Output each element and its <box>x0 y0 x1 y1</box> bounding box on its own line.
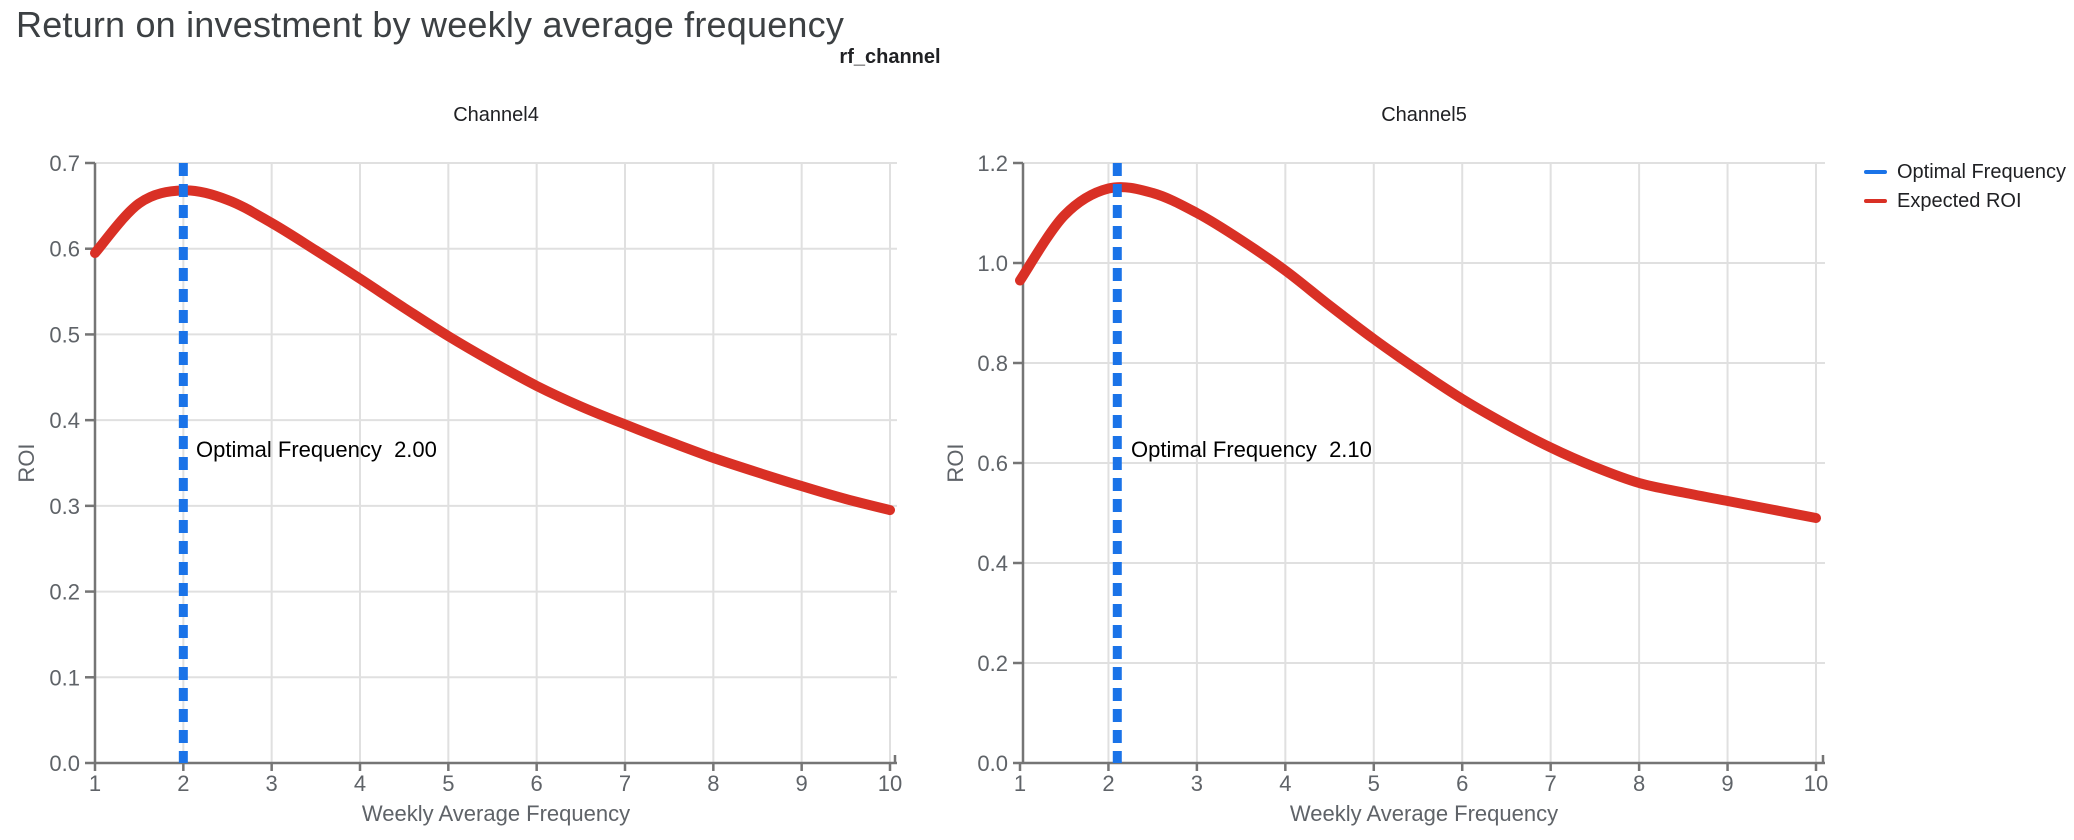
x-tick-label: 10 <box>1804 771 1828 796</box>
x-tick-label: 8 <box>707 771 719 796</box>
legend-label: Expected ROI <box>1897 189 2022 212</box>
x-tick-label: 5 <box>1368 771 1380 796</box>
page-title: Return on investment by weekly average f… <box>16 4 845 45</box>
x-tick-label: 1 <box>1014 771 1026 796</box>
y-tick-label: 0.6 <box>977 451 1008 476</box>
y-axis-title-channel5: ROI <box>943 443 968 483</box>
panel-title-channel5: Channel5 <box>1381 104 1467 126</box>
x-axis-title-channel5: Weekly Average Frequency <box>1289 801 1559 826</box>
x-tick-label: 4 <box>1279 771 1291 796</box>
x-tick-label: 9 <box>1721 771 1733 796</box>
y-tick-label: 0.0 <box>977 751 1008 776</box>
x-tick-label: 4 <box>354 771 366 796</box>
y-tick-label: 1.2 <box>977 151 1008 176</box>
y-tick-label: 0.6 <box>49 237 80 262</box>
y-tick-label: 0.0 <box>49 751 80 776</box>
legend: Optimal Frequency Expected ROI <box>1864 161 2066 212</box>
optimal-frequency-line-swatch <box>1864 170 1887 174</box>
x-tick-label: 2 <box>1102 771 1114 796</box>
x-tick-label: 7 <box>619 771 631 796</box>
y-tick-label: 0.4 <box>977 551 1008 576</box>
x-tick-label: 3 <box>1191 771 1203 796</box>
legend-item-expected-roi: Expected ROI <box>1864 190 2066 212</box>
x-tick-label: 6 <box>531 771 543 796</box>
x-tick-label: 5 <box>442 771 454 796</box>
x-tick-label: 3 <box>266 771 278 796</box>
y-tick-label: 0.3 <box>49 494 80 519</box>
x-tick-label: 9 <box>796 771 808 796</box>
y-tick-label: 0.7 <box>49 151 80 176</box>
x-tick-label: 2 <box>177 771 189 796</box>
legend-item-optimal-frequency: Optimal Frequency <box>1864 161 2066 183</box>
y-axis-title-channel4: ROI <box>14 443 39 483</box>
y-tick-label: 0.2 <box>49 580 80 605</box>
panel-title-channel4: Channel4 <box>453 104 539 126</box>
x-tick-label: 1 <box>89 771 101 796</box>
y-tick-label: 1.0 <box>977 251 1008 276</box>
y-tick-label: 0.8 <box>977 351 1008 376</box>
expected-roi-curve <box>1015 182 1821 523</box>
expected-roi-line-swatch <box>1864 199 1887 203</box>
y-tick-label: 0.5 <box>49 322 80 347</box>
x-tick-label: 6 <box>1456 771 1468 796</box>
y-tick-label: 0.2 <box>977 651 1008 676</box>
x-tick-label: 8 <box>1633 771 1645 796</box>
optimal-frequency-annotation-channel5: Optimal Frequency 2.10 <box>1131 437 1372 462</box>
optimal-frequency-annotation-channel4: Optimal Frequency 2.00 <box>196 437 437 462</box>
facet-title: rf_channel <box>839 46 941 68</box>
x-tick-label: 10 <box>878 771 902 796</box>
y-tick-label: 0.4 <box>49 408 80 433</box>
legend-label: Optimal Frequency <box>1897 160 2066 183</box>
expected-roi-curve <box>90 185 895 516</box>
y-tick-label: 0.1 <box>49 665 80 690</box>
x-axis-title-channel4: Weekly Average Frequency <box>361 801 631 826</box>
x-tick-label: 7 <box>1545 771 1557 796</box>
